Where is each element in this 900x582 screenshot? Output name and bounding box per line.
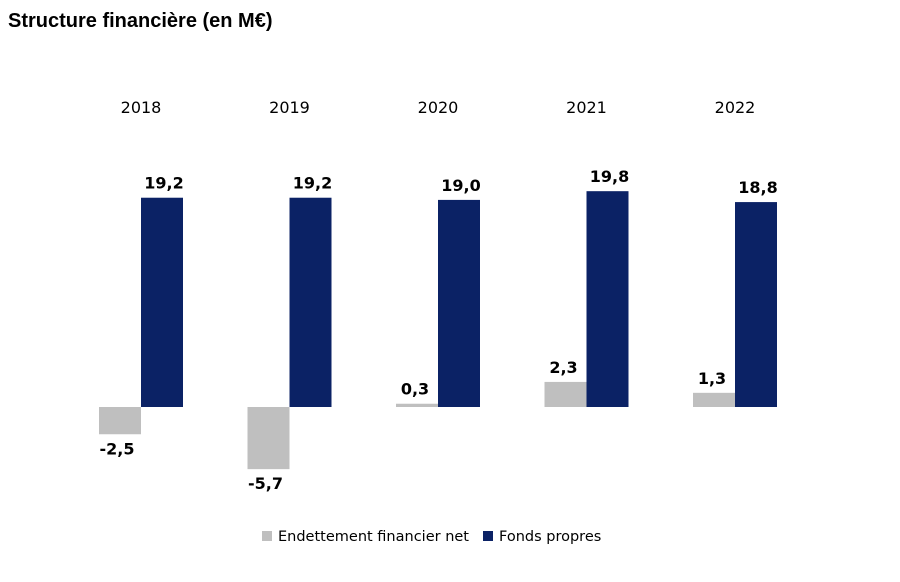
label-endettement-2020: 0,3 — [401, 380, 429, 399]
bar-fonds-propres-2019 — [289, 197, 332, 407]
category-label-2020: 2020 — [418, 98, 459, 117]
category-label-2018: 2018 — [121, 98, 162, 117]
bar-fonds-propres-2020 — [438, 199, 480, 407]
label-fonds-propres-2022: 18,8 — [738, 178, 777, 197]
legend-item-fonds-propres-swatch — [483, 531, 493, 541]
category-label-2019: 2019 — [269, 98, 310, 117]
category-label-2022: 2022 — [715, 98, 756, 117]
label-fonds-propres-2018: 19,2 — [144, 174, 183, 193]
label-endettement-2018: -2,5 — [100, 439, 135, 458]
bar-fonds-propres-2021 — [586, 191, 629, 407]
legend-item-endettement-label: Endettement financier net — [278, 529, 469, 545]
bar-endettement-2018 — [99, 407, 141, 435]
category-label-2021: 2021 — [566, 98, 607, 117]
bar-fonds-propres-2022 — [735, 202, 777, 407]
bar-endettement-2020 — [396, 403, 438, 407]
bar-endettement-2022 — [693, 392, 735, 407]
label-fonds-propres-2021: 19,8 — [590, 167, 629, 186]
legend-item-fonds-propres-label: Fonds propres — [499, 529, 601, 545]
label-endettement-2019: -5,7 — [248, 474, 283, 493]
page-title: Structure financière (en M€) — [8, 10, 273, 32]
bars-layer — [99, 191, 777, 470]
label-endettement-2021: 2,3 — [549, 358, 577, 377]
bar-endettement-2021 — [544, 381, 587, 407]
label-endettement-2022: 1,3 — [698, 369, 726, 388]
label-fonds-propres-2020: 19,0 — [441, 176, 480, 195]
bar-endettement-2019 — [247, 407, 290, 470]
legend: Endettement financier net Fonds propres — [262, 529, 601, 545]
legend-item-endettement-swatch — [262, 531, 272, 541]
label-fonds-propres-2019: 19,2 — [293, 174, 332, 193]
bar-fonds-propres-2018 — [141, 197, 183, 407]
labels-layer: 2018 -2,5 19,2 2019 -5,7 19,2 2020 0,3 19,0 2021 2… — [100, 98, 778, 493]
